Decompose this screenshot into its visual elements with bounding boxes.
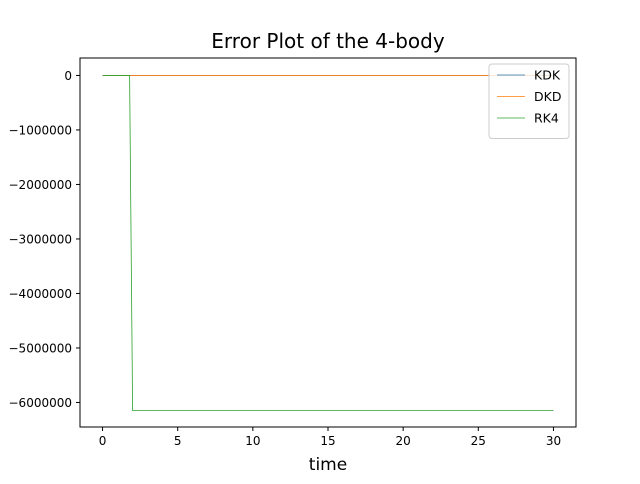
series-line-rk4 (102, 75, 554, 412)
x-tick-label: 20 (396, 434, 411, 448)
x-tick-label: 10 (245, 434, 260, 448)
series-layer (102, 75, 554, 412)
x-tick-label: 15 (320, 434, 335, 448)
x-tick-label: 5 (174, 434, 182, 448)
chart-title: Error Plot of the 4-body (211, 29, 445, 53)
y-tick-label: −2000000 (9, 178, 73, 192)
x-axis: 0 5 10 15 20 25 30 (99, 427, 561, 448)
legend-box (488, 63, 570, 139)
y-tick-label: 0 (64, 69, 72, 83)
legend: KDK DKD RK4 (488, 63, 570, 139)
legend-label-rk4: RK4 (534, 111, 559, 126)
legend-label-dkd: DKD (534, 89, 561, 104)
x-axis-label: time (309, 455, 347, 475)
x-tick-label: 25 (471, 434, 486, 448)
y-axis: 0 −1000000 −2000000 −3000000 −4000000 −500000… (9, 69, 80, 410)
x-tick-label: 30 (546, 434, 561, 448)
legend-label-kdk: KDK (534, 68, 561, 83)
y-tick-label: −4000000 (9, 287, 73, 301)
y-tick-label: −5000000 (9, 341, 73, 355)
y-tick-label: −6000000 (9, 396, 73, 410)
y-tick-label: −3000000 (9, 232, 73, 246)
x-tick-label: 0 (99, 434, 107, 448)
y-tick-label: −1000000 (9, 123, 73, 137)
